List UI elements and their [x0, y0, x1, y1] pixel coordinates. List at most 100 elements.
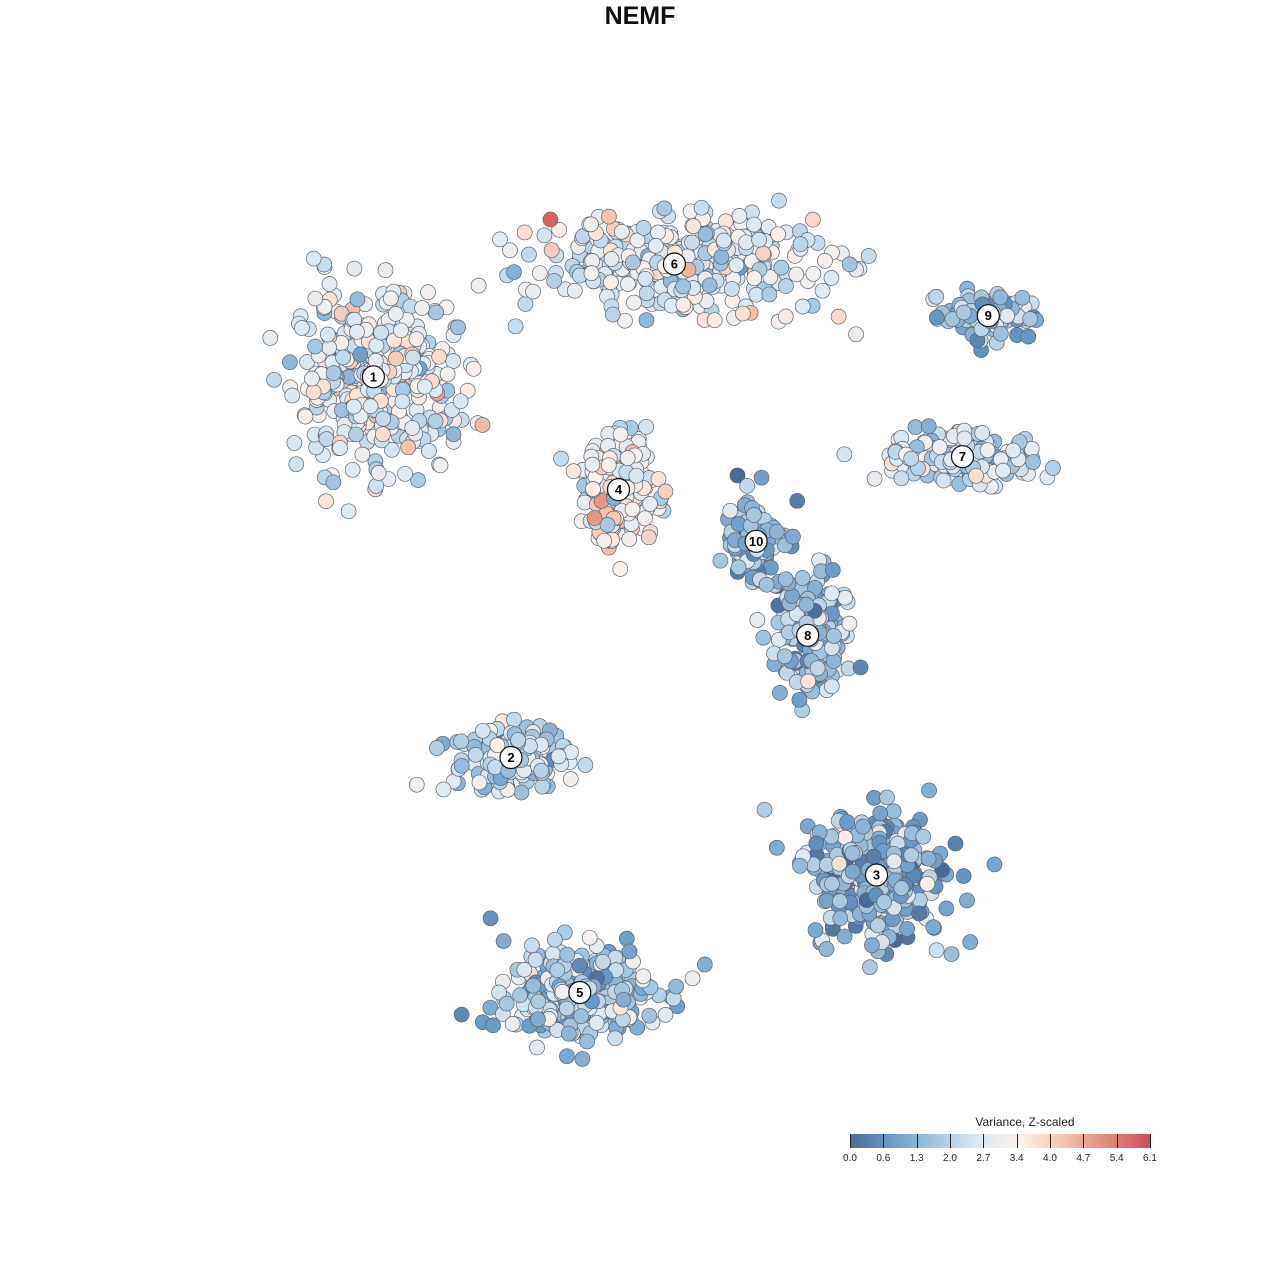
cell-point [428, 304, 444, 321]
cell-point [640, 529, 657, 546]
cell-point [349, 291, 366, 308]
cell-point [818, 941, 835, 957]
cell-point [375, 410, 392, 427]
cell-point [585, 481, 601, 497]
cell-point [862, 959, 878, 976]
cell-point [506, 264, 522, 280]
cell-point [624, 501, 641, 518]
cell-point [305, 250, 322, 267]
cell-point [394, 393, 411, 410]
cell-point [516, 224, 533, 241]
cell-point [453, 733, 469, 750]
cell-point [536, 227, 553, 244]
cell-point [340, 503, 357, 520]
cell-point [489, 737, 506, 754]
cell-point [844, 845, 861, 862]
cell-point [559, 1048, 575, 1065]
cell-point [482, 910, 499, 927]
cluster-label-3: 3 [864, 863, 889, 887]
cell-point [346, 398, 362, 415]
cell-point [397, 465, 413, 482]
cell-point [791, 691, 808, 708]
cell-point [701, 277, 718, 294]
cell-point [439, 366, 456, 383]
cluster-label-6: 6 [662, 252, 687, 276]
cell-point [416, 378, 433, 395]
cell-point [348, 426, 364, 443]
cell-point [551, 221, 568, 238]
cell-point [450, 319, 466, 336]
cell-point [928, 309, 945, 326]
cell-point [823, 270, 840, 286]
cell-point [294, 320, 310, 336]
cell-point [512, 987, 528, 1003]
cell-point [604, 306, 621, 323]
cell-point [855, 818, 871, 835]
cell-point [841, 256, 858, 273]
cell-point [778, 278, 794, 294]
cell-point [809, 660, 826, 677]
cluster-label-text: 7 [959, 449, 966, 464]
cell-point [318, 493, 334, 510]
cell-point [637, 270, 654, 287]
cell-point [393, 322, 409, 339]
cell-point [325, 474, 342, 491]
legend-tick-label: 1.3 [909, 1153, 924, 1164]
cell-point [893, 880, 910, 897]
cell-point [586, 510, 603, 526]
cell-point [668, 978, 685, 995]
cell-point [879, 789, 895, 806]
cell-point [529, 1039, 545, 1056]
cell-point [722, 502, 739, 519]
cluster-label-text: 6 [671, 257, 678, 272]
cluster-label-text: 5 [576, 985, 583, 1000]
cell-point [583, 265, 600, 282]
cell-point [860, 248, 877, 264]
cell-point [615, 991, 632, 1008]
cluster-label-8: 8 [796, 623, 820, 647]
cell-point [792, 858, 808, 874]
cell-point [1005, 442, 1022, 459]
cell-point [542, 211, 559, 228]
cell-point [560, 1025, 577, 1042]
cell-point [789, 493, 806, 509]
cell-point [453, 1006, 470, 1023]
cell-point [693, 199, 710, 216]
cell-point [824, 562, 841, 578]
cell-point [410, 472, 426, 488]
cell-point [482, 999, 499, 1016]
cell-point [675, 278, 691, 295]
cell-point [756, 801, 773, 818]
cell-point [728, 257, 745, 273]
cell-point [513, 784, 530, 801]
cell-point [656, 200, 673, 217]
cell-point [685, 218, 702, 235]
cell-point [405, 349, 421, 366]
legend-tick-mark [1050, 1134, 1051, 1148]
cluster-label-text: 10 [749, 534, 763, 549]
cell-point [768, 839, 785, 856]
cell-point [445, 426, 462, 443]
cell-point [600, 457, 617, 474]
cluster-label-9: 9 [976, 304, 1000, 328]
cell-point [800, 673, 817, 690]
cell-point [428, 740, 445, 756]
cell-point [383, 442, 400, 458]
cell-point [928, 288, 945, 305]
cell-point [603, 274, 619, 291]
cell-point [452, 393, 469, 410]
cell-point [579, 1033, 595, 1050]
cell-point [864, 937, 880, 954]
cell-point [368, 478, 385, 494]
legend-tick-label: 5.4 [1109, 1153, 1124, 1164]
cell-point [751, 231, 767, 248]
cell-point [445, 353, 462, 369]
cell-point [772, 684, 788, 701]
cell-point [650, 224, 666, 241]
cell-point [962, 934, 979, 950]
cell-point [852, 659, 869, 676]
cluster-label-text: 1 [370, 369, 377, 384]
cell-point [599, 516, 616, 533]
cell-point [495, 933, 512, 949]
